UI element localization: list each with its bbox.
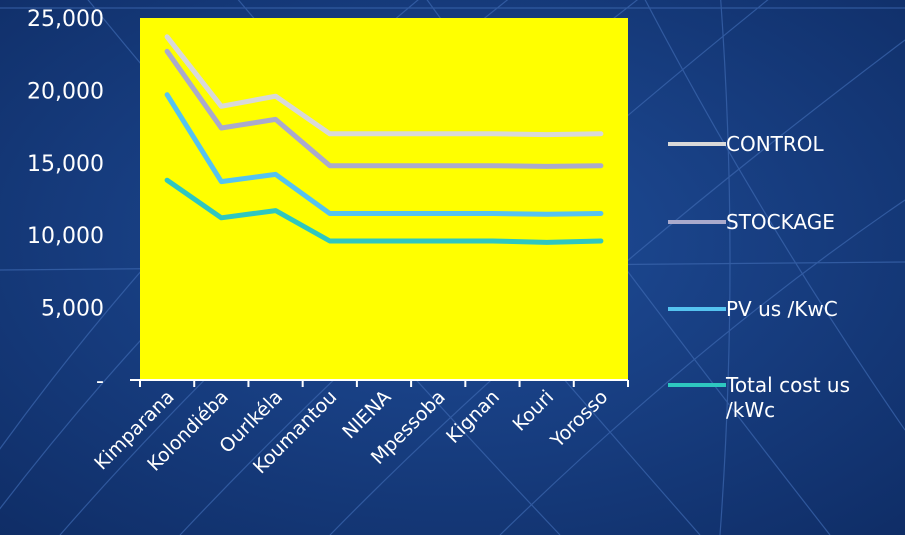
- plot-area: [140, 18, 628, 380]
- x-tick-label: Yorosso: [546, 386, 613, 453]
- x-tick-label: Kouri: [509, 386, 559, 436]
- legend-label: PV us /KwC: [726, 297, 838, 321]
- y-tick-label: 10,000: [27, 224, 104, 249]
- series-line-1: [164, 34, 604, 138]
- y-tick-label: 20,000: [27, 79, 104, 104]
- legend-item-2: STOCKAGE: [668, 210, 835, 234]
- y-tick-label: 15,000: [27, 152, 104, 177]
- series-line-4: [164, 177, 604, 245]
- series-line-2: [164, 48, 604, 169]
- legend-item-1: CONTROL: [668, 132, 825, 156]
- legend-item-3: PV us /KwC: [668, 297, 838, 321]
- series-layer: [164, 34, 604, 245]
- axes: [130, 379, 629, 387]
- y-tick-labels: - 5,000 10,000 15,000 20,000 25,000: [27, 7, 104, 394]
- series-line-3: [164, 92, 604, 217]
- x-tick-label: Kignan: [442, 386, 504, 448]
- legend-item-4: Total cost us/kWc: [668, 373, 850, 422]
- legend-label: CONTROL: [726, 132, 825, 156]
- legend-label: /kWc: [726, 398, 775, 422]
- y-tick-label: -: [96, 369, 104, 394]
- legend-label: Total cost us: [725, 373, 850, 397]
- y-tick-label: 25,000: [27, 7, 104, 32]
- y-tick-label: 5,000: [41, 297, 104, 322]
- legend: CONTROL STOCKAGE PV us /KwC Total cost us/k…: [668, 132, 850, 422]
- x-tick-labels: KimparanaKolondiébaOurIkélaKoumantouNIEN…: [90, 386, 612, 478]
- legend-label: STOCKAGE: [726, 210, 835, 234]
